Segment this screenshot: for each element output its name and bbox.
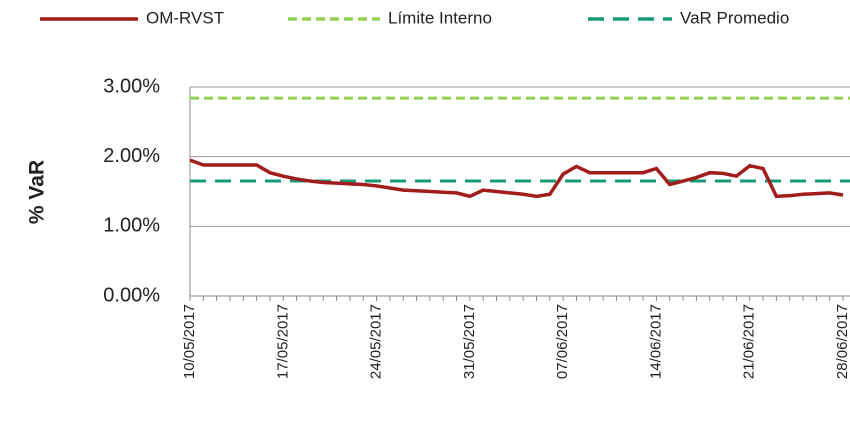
x-tick-label: 31/05/2017 [461, 304, 478, 379]
x-tick-label: 10/05/2017 [181, 304, 198, 379]
y-tick-label: 2.00% [103, 145, 160, 167]
legend-label: VaR Promedio [680, 8, 789, 27]
y-tick-label: 3.00% [103, 75, 160, 97]
y-tick-label: 1.00% [103, 215, 160, 237]
x-tick-label: 17/05/2017 [274, 304, 291, 379]
x-tick-label: 28/06/2017 [834, 304, 850, 379]
x-tick-label: 07/06/2017 [554, 304, 571, 379]
y-axis-title: % VaR [26, 160, 49, 224]
x-tick-label: 24/05/2017 [368, 304, 385, 379]
legend-label: Límite Interno [388, 8, 492, 27]
y-tick-label: 0.00% [103, 284, 160, 306]
x-tick-label: 21/06/2017 [741, 304, 758, 379]
x-tick-label: 14/06/2017 [647, 304, 664, 379]
series-line [189, 158, 844, 199]
legend-label: OM-RVST [146, 8, 224, 27]
